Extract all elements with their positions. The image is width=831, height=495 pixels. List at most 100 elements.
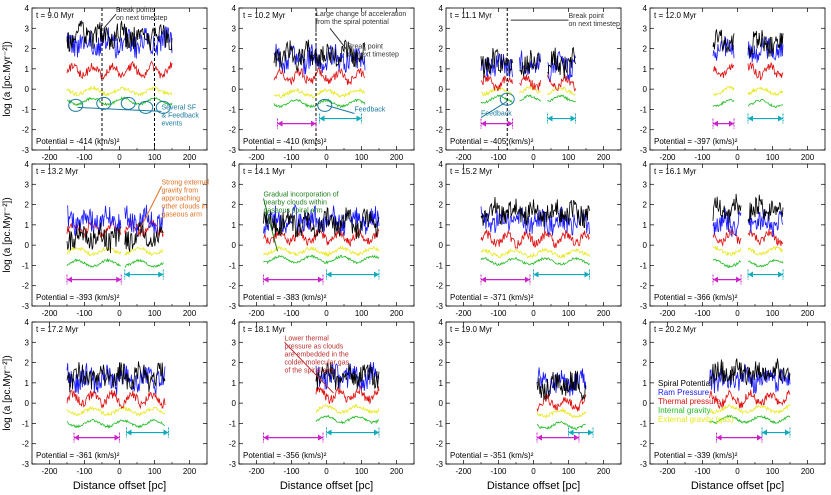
annotation-line: Feedback — [481, 111, 512, 118]
x-tick-label: 0 — [117, 467, 122, 476]
legend-entry-internal: Internal gravity — [658, 406, 710, 415]
y-tick-label: 3 — [25, 24, 30, 33]
arrow-head-left — [326, 429, 332, 436]
y-tick-label: 1 — [25, 221, 30, 230]
annotation: Break point on next timestep — [510, 13, 620, 28]
y-tick-label: 0 — [643, 241, 648, 250]
x-axis-label-col3: Distance offset [pc] — [487, 480, 580, 492]
y-tick-label: 4 — [25, 160, 30, 169]
annotation-leader — [103, 13, 117, 29]
y-tick-label: 0 — [439, 85, 444, 94]
panel-3: -3 -2 -1 0 1 2 3 4 -200 -100 0 100 200 Break point on … — [436, 4, 622, 162]
annotation-line: Break point — [569, 13, 604, 20]
y-tick-label: -3 — [22, 302, 30, 311]
panel-potential-label: Potential = -410 (km/s)² — [243, 137, 327, 146]
series-internal — [315, 414, 380, 425]
series-ram — [480, 206, 590, 236]
arrow-head-right — [163, 429, 169, 436]
x-axis-label-col2: Distance offset [pc] — [280, 480, 373, 492]
x-tick-label: -200 — [41, 309, 58, 318]
y-tick-label: 0 — [232, 85, 237, 94]
feedback-circle — [96, 96, 112, 110]
arrow-head-left — [67, 276, 72, 283]
x-tick-label: -100 — [76, 467, 93, 476]
feedback-circle — [155, 100, 171, 114]
y-tick-label: -1 — [22, 419, 30, 428]
arrow-head-right — [356, 115, 362, 122]
arrow-head-left — [716, 434, 722, 441]
annotation-leader — [480, 100, 508, 118]
arrow-head-right — [374, 429, 379, 436]
annotation-line: colder molecular gas — [285, 359, 350, 366]
panel-frame — [649, 7, 826, 151]
y-tick-label: 0 — [643, 85, 648, 94]
arrow-head-right — [778, 271, 783, 278]
annotation-line: Lower thermal — [285, 335, 330, 342]
x-tick-label: 100 — [562, 153, 576, 162]
range-arrow-cyan — [326, 269, 380, 280]
series-thermal — [480, 229, 590, 249]
panel-1: -3 -2 -1 0 1 2 3 4 -200 -100 0 100 200 Break points on… — [22, 4, 208, 162]
x-tick-label: 0 — [531, 153, 536, 162]
arrow-head-left — [748, 115, 753, 122]
series-external — [315, 403, 380, 415]
x-tick-label: -100 — [490, 153, 507, 162]
x-tick-label: -200 — [41, 467, 58, 476]
annotation: Gradual incorporation of nearby clouds wi… — [263, 191, 339, 252]
y-tick-label: 3 — [439, 24, 444, 33]
y-tick-label: 4 — [232, 4, 237, 13]
series-internal — [66, 418, 166, 429]
y-tick-label: 3 — [439, 338, 444, 347]
panel-7: -3 -2 -1 0 1 2 3 4 -200 -100 0 100 200 t = 15.2 Myr Po… — [436, 160, 622, 318]
arrow-head-right — [778, 115, 783, 122]
x-tick-label: 200 — [801, 309, 815, 318]
x-tick-label: 100 — [766, 467, 780, 476]
annotation-text: Gradual incorporation of nearby clouds wi… — [264, 191, 339, 214]
x-tick-label: 100 — [148, 153, 162, 162]
range-arrow-cyan — [747, 269, 784, 280]
x-tick-label: -200 — [659, 309, 676, 318]
annotation-line: & Feedback — [162, 112, 200, 119]
x-tick-label: 200 — [390, 467, 404, 476]
series-spiral — [315, 362, 380, 390]
series-ram — [66, 204, 164, 237]
panel-potential-label: Potential = -405 (km/s)² — [450, 137, 534, 146]
annotation-line: Strong external — [162, 179, 210, 186]
annotation: Break points on next timestep — [103, 7, 167, 29]
arrow-head-right — [785, 429, 790, 436]
legend-entry-thermal: Thermal pressure — [658, 397, 721, 406]
y-tick-label: -1 — [436, 419, 444, 428]
y-tick-label: 1 — [232, 221, 237, 230]
panel-frame — [31, 7, 208, 151]
range-arrow-magenta — [712, 274, 742, 285]
y-tick-label: 4 — [25, 318, 30, 327]
series-ram — [709, 363, 791, 394]
y-tick-label: 1 — [25, 65, 30, 74]
series-spiral — [536, 370, 587, 401]
series-internal — [480, 94, 576, 104]
series-external — [66, 246, 164, 257]
panel-potential-label: Potential = -383 (km/s)² — [243, 293, 327, 302]
annotation-text: Several SF & Feedback events — [162, 104, 200, 127]
y-tick-label: 2 — [643, 45, 648, 54]
arrow-head-right — [374, 271, 379, 278]
y-tick-label: 4 — [232, 318, 237, 327]
panel-time-label: t = 10.2 Myr — [243, 11, 286, 20]
series-external — [712, 85, 784, 97]
x-tick-label: 200 — [597, 467, 611, 476]
panel-time-label: t = 16.1 Myr — [654, 167, 697, 176]
y-tick-label: -1 — [22, 105, 30, 114]
annotation-line: on next timestep — [348, 52, 399, 59]
arrow-head-left — [533, 271, 539, 278]
x-tick-label: -200 — [455, 309, 472, 318]
annotation-text: Break point on next timestep — [348, 44, 399, 59]
range-arrow-cyan — [319, 113, 362, 124]
annotation-line: Break point — [348, 44, 383, 51]
series-external — [481, 85, 576, 97]
y-tick-label: -3 — [640, 460, 648, 469]
arrow-head-left — [547, 115, 553, 122]
y-tick-label: -3 — [436, 460, 444, 469]
y-tick-label: -2 — [640, 282, 648, 291]
y-tick-label: 3 — [439, 180, 444, 189]
arrow-head-right — [757, 434, 762, 441]
